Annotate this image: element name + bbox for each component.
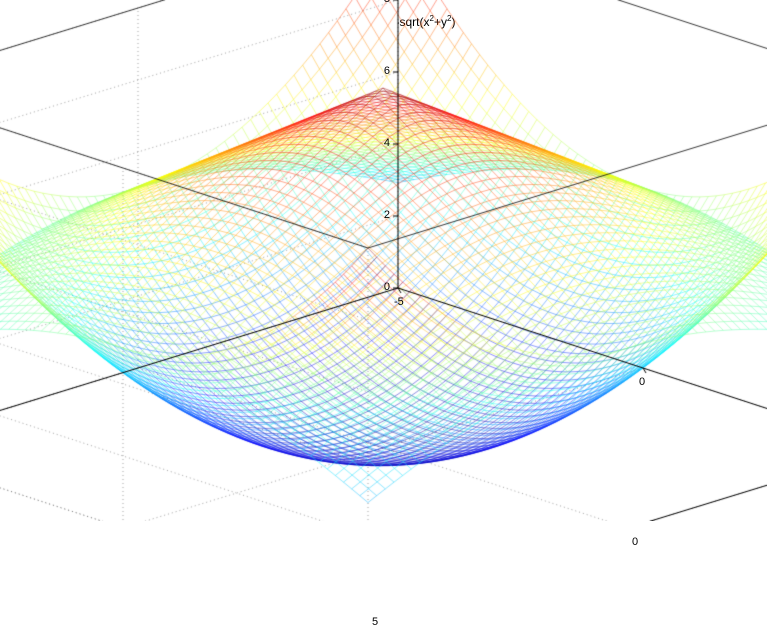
z-tick-2: 2 (362, 209, 390, 221)
z-tick-6: 6 (362, 65, 390, 77)
z-tick-8: 8 (362, 0, 390, 5)
figure-3d: x2+y2=5z; z=10-sqrt(x2+y2) 0 2 4 6 8 10 … (0, 0, 767, 521)
x-tick-neg5: -5 (394, 296, 404, 308)
z-tick-4: 4 (362, 137, 390, 149)
x-tick-0: 0 (639, 376, 645, 388)
z-tick-0: 0 (362, 281, 390, 293)
y-tick-5: 5 (372, 616, 378, 628)
axes-3d (0, 0, 767, 521)
y-tick-0: 0 (632, 536, 638, 548)
